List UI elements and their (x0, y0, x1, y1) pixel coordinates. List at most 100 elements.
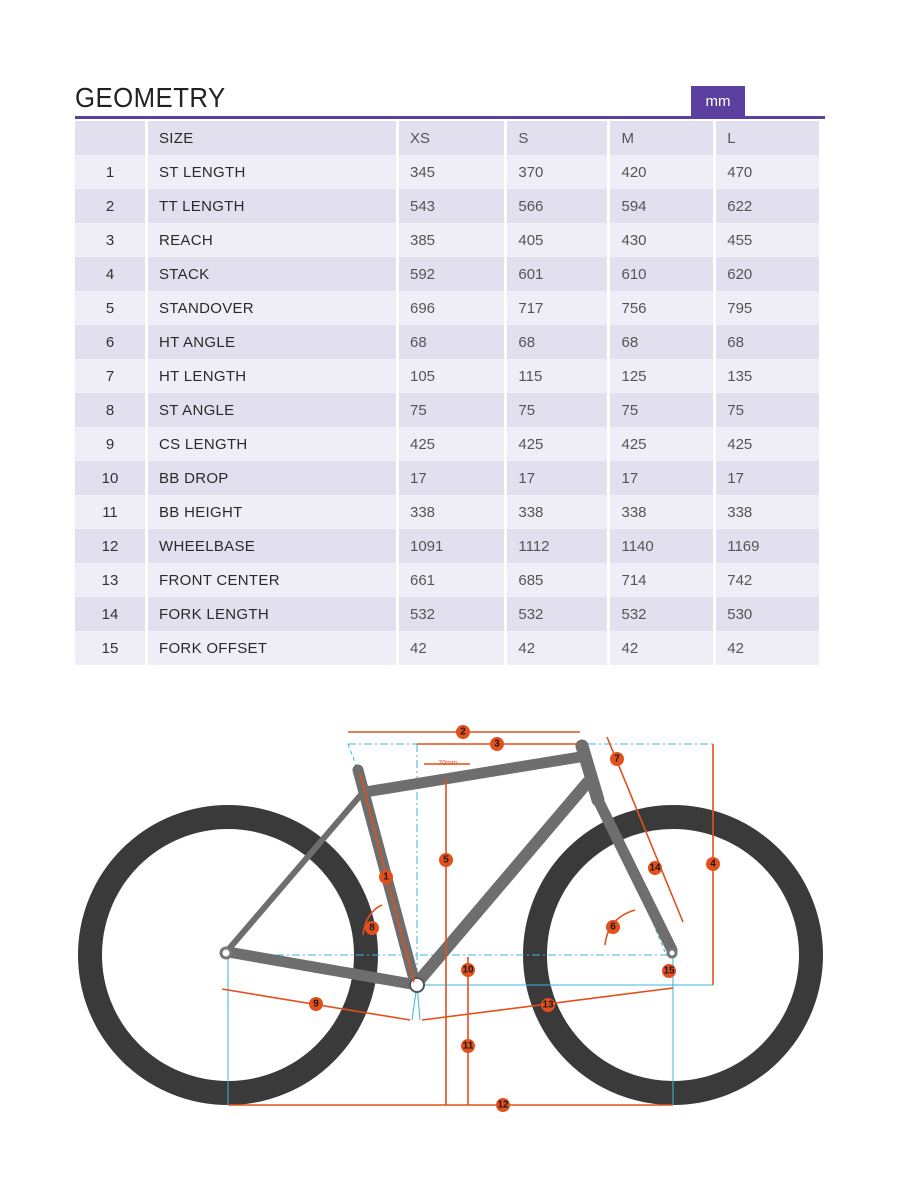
marker-number: 11 (463, 1041, 474, 1052)
dimension-marker: 8 (365, 921, 379, 935)
unit-badge: mm (691, 86, 745, 117)
measurement-value: 17 (716, 461, 819, 495)
measurement-value: 425 (399, 427, 505, 461)
measurement-label: BB DROP (148, 461, 396, 495)
marker-number: 14 (649, 863, 661, 874)
measurement-value: 385 (399, 223, 505, 257)
measurement-value: 42 (399, 631, 505, 665)
measurement-label: ST LENGTH (148, 155, 396, 189)
column-header: L (716, 121, 819, 155)
marker-circle (439, 853, 453, 867)
seatstay (225, 787, 368, 953)
measurement-value: 115 (507, 359, 608, 393)
marker-number: 1 (383, 872, 389, 883)
guides (227, 741, 713, 1105)
marker-number: 3 (494, 739, 500, 750)
table-header-row: SIZE XS S M L (75, 121, 819, 155)
table-row: 5 STANDOVER 696 717 756 795 (75, 291, 819, 325)
dimension-marker: 7 (610, 752, 624, 766)
measurement-label: CS LENGTH (148, 427, 396, 461)
row-number: 6 (75, 325, 145, 359)
marker-number: 4 (710, 859, 716, 870)
page-title: GEOMETRY (75, 82, 226, 113)
marker-circle (648, 861, 662, 875)
bottom-bracket (409, 977, 425, 993)
row-number: 13 (75, 563, 145, 597)
measurement-value: 532 (507, 597, 608, 631)
row-number: 10 (75, 461, 145, 495)
row-number: 15 (75, 631, 145, 665)
marker-number: 9 (313, 999, 319, 1010)
measurement-value: 420 (610, 155, 714, 189)
measurement-value: 470 (716, 155, 819, 189)
measurement-value: 742 (716, 563, 819, 597)
measurement-value: 68 (399, 325, 505, 359)
measurement-label: FRONT CENTER (148, 563, 396, 597)
table-row: 3 REACH 385 405 430 455 (75, 223, 819, 257)
row-number: 14 (75, 597, 145, 631)
marker-circle (461, 963, 475, 977)
measurement-value: 610 (610, 257, 714, 291)
measurement-value: 338 (610, 495, 714, 529)
row-number: 9 (75, 427, 145, 461)
front-dropout (666, 947, 678, 959)
marker-circle (662, 964, 676, 978)
measurement-label: STANDOVER (148, 291, 396, 325)
marker-circle (606, 920, 620, 934)
head-tube (575, 739, 605, 807)
measurement-value: 592 (399, 257, 505, 291)
title-divider (75, 116, 825, 119)
marker-number: 5 (443, 855, 449, 866)
dimension-marker: 6 (606, 920, 620, 934)
measurement-value: 75 (716, 393, 819, 427)
marker-circle (461, 1039, 475, 1053)
measurement-value: 42 (507, 631, 608, 665)
measurement-label: STACK (148, 257, 396, 291)
measurement-value: 685 (507, 563, 608, 597)
measurement-value: 42 (610, 631, 714, 665)
row-number: 11 (75, 495, 145, 529)
measurement-value: 661 (399, 563, 505, 597)
measurement-label: HT ANGLE (148, 325, 396, 359)
marker-number: 8 (369, 923, 375, 934)
dimension-marker: 15 (662, 964, 676, 978)
standover-offset-note: 70mm (438, 760, 458, 767)
dimension-marker: 9 (309, 997, 323, 1011)
column-header: M (610, 121, 714, 155)
row-number: 1 (75, 155, 145, 189)
measurement-value: 717 (507, 291, 608, 325)
dimension-marker: 1 (379, 870, 393, 884)
measurement-value: 125 (610, 359, 714, 393)
measurement-value: 68 (507, 325, 608, 359)
measurement-value: 135 (716, 359, 819, 393)
measurement-value: 68 (716, 325, 819, 359)
measurement-value: 105 (399, 359, 505, 393)
measurement-value: 338 (399, 495, 505, 529)
table-row: 14 FORK LENGTH 532 532 532 530 (75, 597, 819, 631)
table-row: 8 ST ANGLE 75 75 75 75 (75, 393, 819, 427)
column-header (75, 121, 145, 155)
measurement-label: REACH (148, 223, 396, 257)
dimension-marker: 2 (456, 725, 470, 739)
marker-circle (541, 998, 555, 1012)
top-tube (359, 751, 586, 798)
table-row: 15 FORK OFFSET 42 42 42 42 (75, 631, 819, 665)
measurement-value: 425 (716, 427, 819, 461)
marker-circle (365, 921, 379, 935)
measurement-value: 1091 (399, 529, 505, 563)
measurement-label: ST ANGLE (148, 393, 396, 427)
marker-number: 12 (497, 1100, 509, 1111)
table-row: 7 HT LENGTH 105 115 125 135 (75, 359, 819, 393)
dimension-marker: 12 (496, 1098, 510, 1112)
measurement-value: 17 (610, 461, 714, 495)
marker-circle (490, 737, 504, 751)
measurement-value: 795 (716, 291, 819, 325)
table-row: 4 STACK 592 601 610 620 (75, 257, 819, 291)
measurement-value: 696 (399, 291, 505, 325)
measurement-label: WHEELBASE (148, 529, 396, 563)
row-number: 2 (75, 189, 145, 223)
dimension-marker: 10 (461, 963, 475, 977)
measurement-value: 345 (399, 155, 505, 189)
